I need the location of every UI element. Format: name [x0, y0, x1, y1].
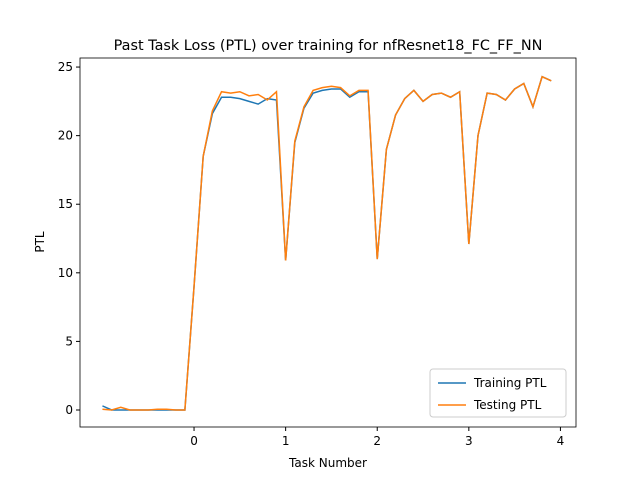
y-tick-label: 20	[58, 129, 73, 143]
legend-label: Testing PTL	[473, 398, 542, 412]
y-tick-label: 5	[65, 334, 73, 348]
legend-label: Training PTL	[473, 376, 547, 390]
x-tick-label: 4	[557, 434, 565, 448]
x-tick-label: 0	[190, 434, 198, 448]
x-tick-label: 3	[465, 434, 473, 448]
y-tick-label: 25	[58, 60, 73, 74]
chart-title: Past Task Loss (PTL) over training for n…	[114, 38, 543, 54]
x-tick-label: 2	[373, 434, 381, 448]
y-tick-label: 15	[58, 197, 73, 211]
data-line	[102, 75, 552, 411]
x-axis-label: Task Number	[288, 456, 367, 470]
y-tick-label: 10	[58, 266, 73, 280]
y-axis-label: PTL	[33, 231, 47, 253]
x-tick-label: 1	[282, 434, 290, 448]
plot-frame	[79, 57, 577, 428]
y-tick-label: 0	[65, 403, 73, 417]
